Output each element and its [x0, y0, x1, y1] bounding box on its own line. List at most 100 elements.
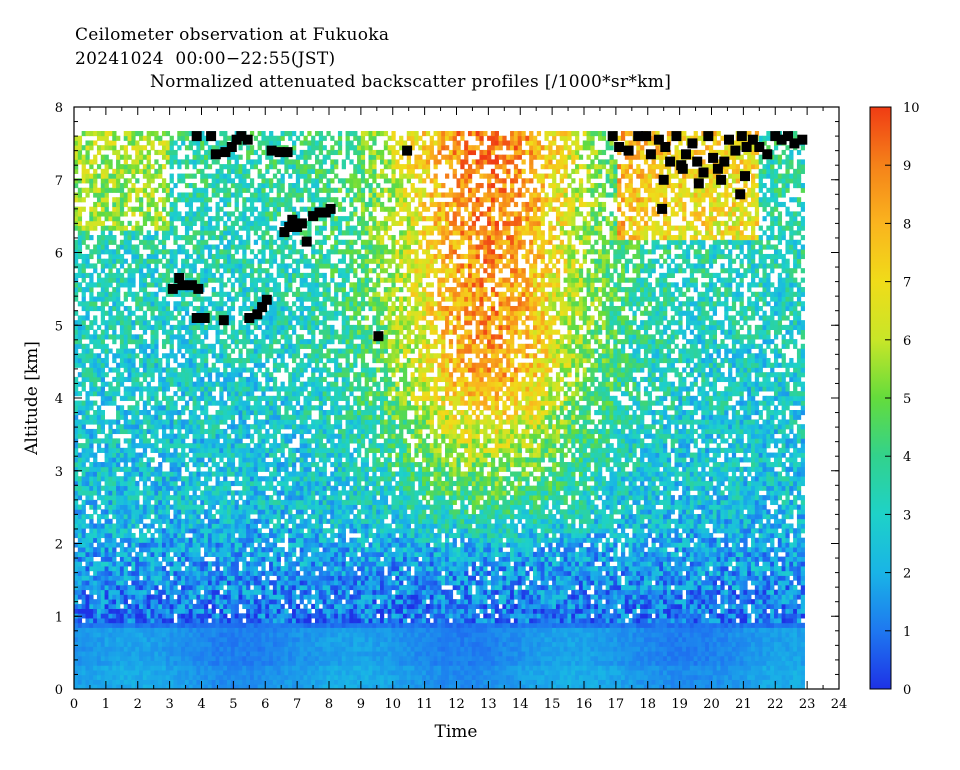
- heatmap-cell: [265, 523, 270, 529]
- heatmap-cell: [127, 584, 132, 591]
- heatmap-cell: [146, 192, 151, 198]
- heatmap-cell: [227, 566, 232, 572]
- heatmap-cell: [207, 268, 213, 274]
- heatmap-cell: [200, 376, 205, 383]
- heatmap-cell: [74, 272, 79, 278]
- heatmap-cell: [223, 636, 228, 643]
- heatmap-cell: [227, 523, 232, 529]
- heatmap-cell: [108, 547, 113, 553]
- heatmap-cell: [192, 334, 197, 340]
- heatmap-cell: [74, 149, 79, 156]
- heatmap-cell: [181, 334, 186, 340]
- heatmap-cell: [81, 679, 86, 685]
- heatmap-cell: [81, 674, 86, 680]
- heatmap-cell: [223, 282, 228, 288]
- heatmap-cell: [253, 225, 258, 231]
- heatmap-cell: [173, 253, 178, 260]
- heatmap-cell: [204, 230, 209, 236]
- heatmap-cell: [181, 192, 186, 198]
- heatmap-cell: [112, 131, 117, 137]
- heatmap-cell: [135, 580, 140, 586]
- heatmap-cell: [246, 405, 251, 411]
- heatmap-cell: [169, 438, 174, 444]
- heatmap-cell: [196, 504, 201, 510]
- heatmap-cell: [192, 140, 197, 146]
- heatmap-cell: [96, 353, 102, 359]
- heatmap-cell: [131, 665, 136, 671]
- heatmap-cell: [211, 216, 216, 222]
- heatmap-cell: [108, 618, 113, 624]
- heatmap-cell: [242, 400, 247, 406]
- heatmap-cell: [131, 277, 136, 283]
- heatmap-cell: [116, 348, 121, 354]
- heatmap-cell: [200, 679, 205, 685]
- heatmap-cell: [188, 272, 193, 278]
- heatmap-cell: [192, 660, 197, 666]
- heatmap-cell: [96, 244, 102, 250]
- heatmap-cell: [139, 197, 144, 203]
- heatmap-cell: [257, 386, 262, 392]
- heatmap-cell: [249, 277, 255, 283]
- heatmap-cell: [230, 381, 236, 387]
- heatmap-cell: [116, 201, 121, 208]
- heatmap-cell: [74, 348, 79, 354]
- heatmap-cell: [112, 551, 117, 557]
- heatmap-cell: [246, 168, 251, 174]
- heatmap-cell: [119, 324, 125, 331]
- heatmap-cell: [96, 239, 102, 245]
- heatmap-cell: [158, 183, 163, 189]
- heatmap-cell: [200, 339, 205, 345]
- heatmap-cell: [116, 504, 121, 510]
- heatmap-cell: [131, 334, 136, 340]
- heatmap-cell: [269, 277, 274, 283]
- heatmap-cell: [100, 230, 105, 236]
- heatmap-cell: [161, 589, 167, 595]
- heatmap-cell: [219, 287, 224, 293]
- heatmap-cell: [139, 603, 144, 610]
- heatmap-cell: [108, 263, 113, 269]
- heatmap-cell: [249, 504, 255, 510]
- heatmap-cell: [227, 154, 232, 160]
- heatmap-cell: [150, 504, 155, 510]
- heatmap-cell: [272, 660, 278, 666]
- heatmap-cell: [161, 603, 167, 610]
- heatmap-cell: [123, 447, 128, 453]
- heatmap-cell: [139, 514, 144, 520]
- heatmap-cell: [77, 495, 83, 501]
- heatmap-cell: [93, 268, 98, 274]
- heatmap-cell: [238, 674, 243, 680]
- heatmap-cell: [150, 627, 155, 633]
- heatmap-cell: [192, 679, 197, 685]
- heatmap-cell: [142, 570, 148, 576]
- heatmap-cell: [257, 514, 262, 520]
- heatmap-cell: [227, 618, 232, 624]
- heatmap-cell: [139, 471, 144, 477]
- heatmap-cell: [100, 632, 105, 638]
- heatmap-cell: [165, 438, 171, 444]
- heatmap-cell: [146, 381, 151, 387]
- heatmap-cell: [154, 679, 159, 685]
- heatmap-cell: [246, 154, 251, 160]
- heatmap-cell: [257, 528, 262, 534]
- heatmap-cell: [146, 216, 151, 222]
- heatmap-cell: [207, 466, 213, 472]
- heatmap-cell: [265, 372, 270, 378]
- heatmap-cell: [207, 523, 213, 529]
- heatmap-cell: [96, 272, 102, 278]
- heatmap-cell: [116, 249, 121, 255]
- heatmap-cell: [158, 471, 163, 477]
- heatmap-cell: [96, 220, 102, 226]
- heatmap-cell: [135, 537, 140, 543]
- heatmap-cell: [230, 466, 236, 472]
- heatmap-cell: [77, 135, 83, 141]
- heatmap-cell: [265, 466, 270, 472]
- heatmap-cell: [204, 670, 209, 676]
- heatmap-cell: [96, 485, 102, 491]
- heatmap-cell: [116, 381, 121, 387]
- heatmap-cell: [173, 154, 178, 160]
- heatmap-cell: [74, 438, 79, 444]
- heatmap-cell: [116, 660, 121, 666]
- heatmap-cell: [77, 646, 83, 652]
- heatmap-cell: [119, 230, 125, 236]
- heatmap-cell: [227, 462, 232, 468]
